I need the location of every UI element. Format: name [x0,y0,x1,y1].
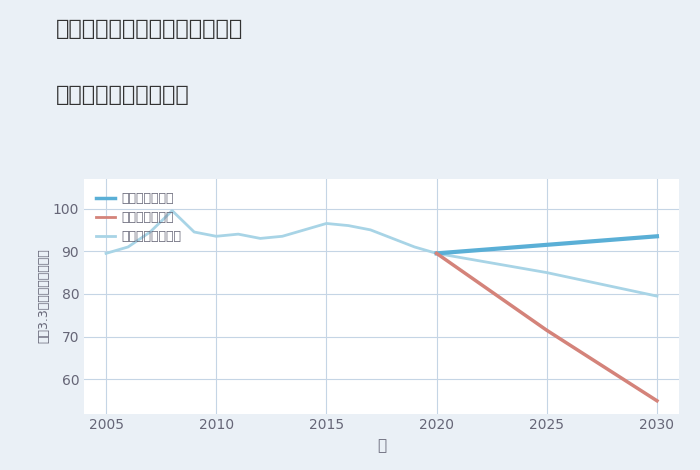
X-axis label: 年: 年 [377,438,386,453]
Text: 兵庫県姫路市白浜町宇佐崎中の: 兵庫県姫路市白浜町宇佐崎中の [56,19,244,39]
Y-axis label: 坪（3.3㎡）単価（万円）: 坪（3.3㎡）単価（万円） [37,249,50,344]
Text: 中古戸建ての価格推移: 中古戸建ての価格推移 [56,85,190,105]
Legend: グッドシナリオ, バッドシナリオ, ノーマルシナリオ: グッドシナリオ, バッドシナリオ, ノーマルシナリオ [96,192,181,243]
